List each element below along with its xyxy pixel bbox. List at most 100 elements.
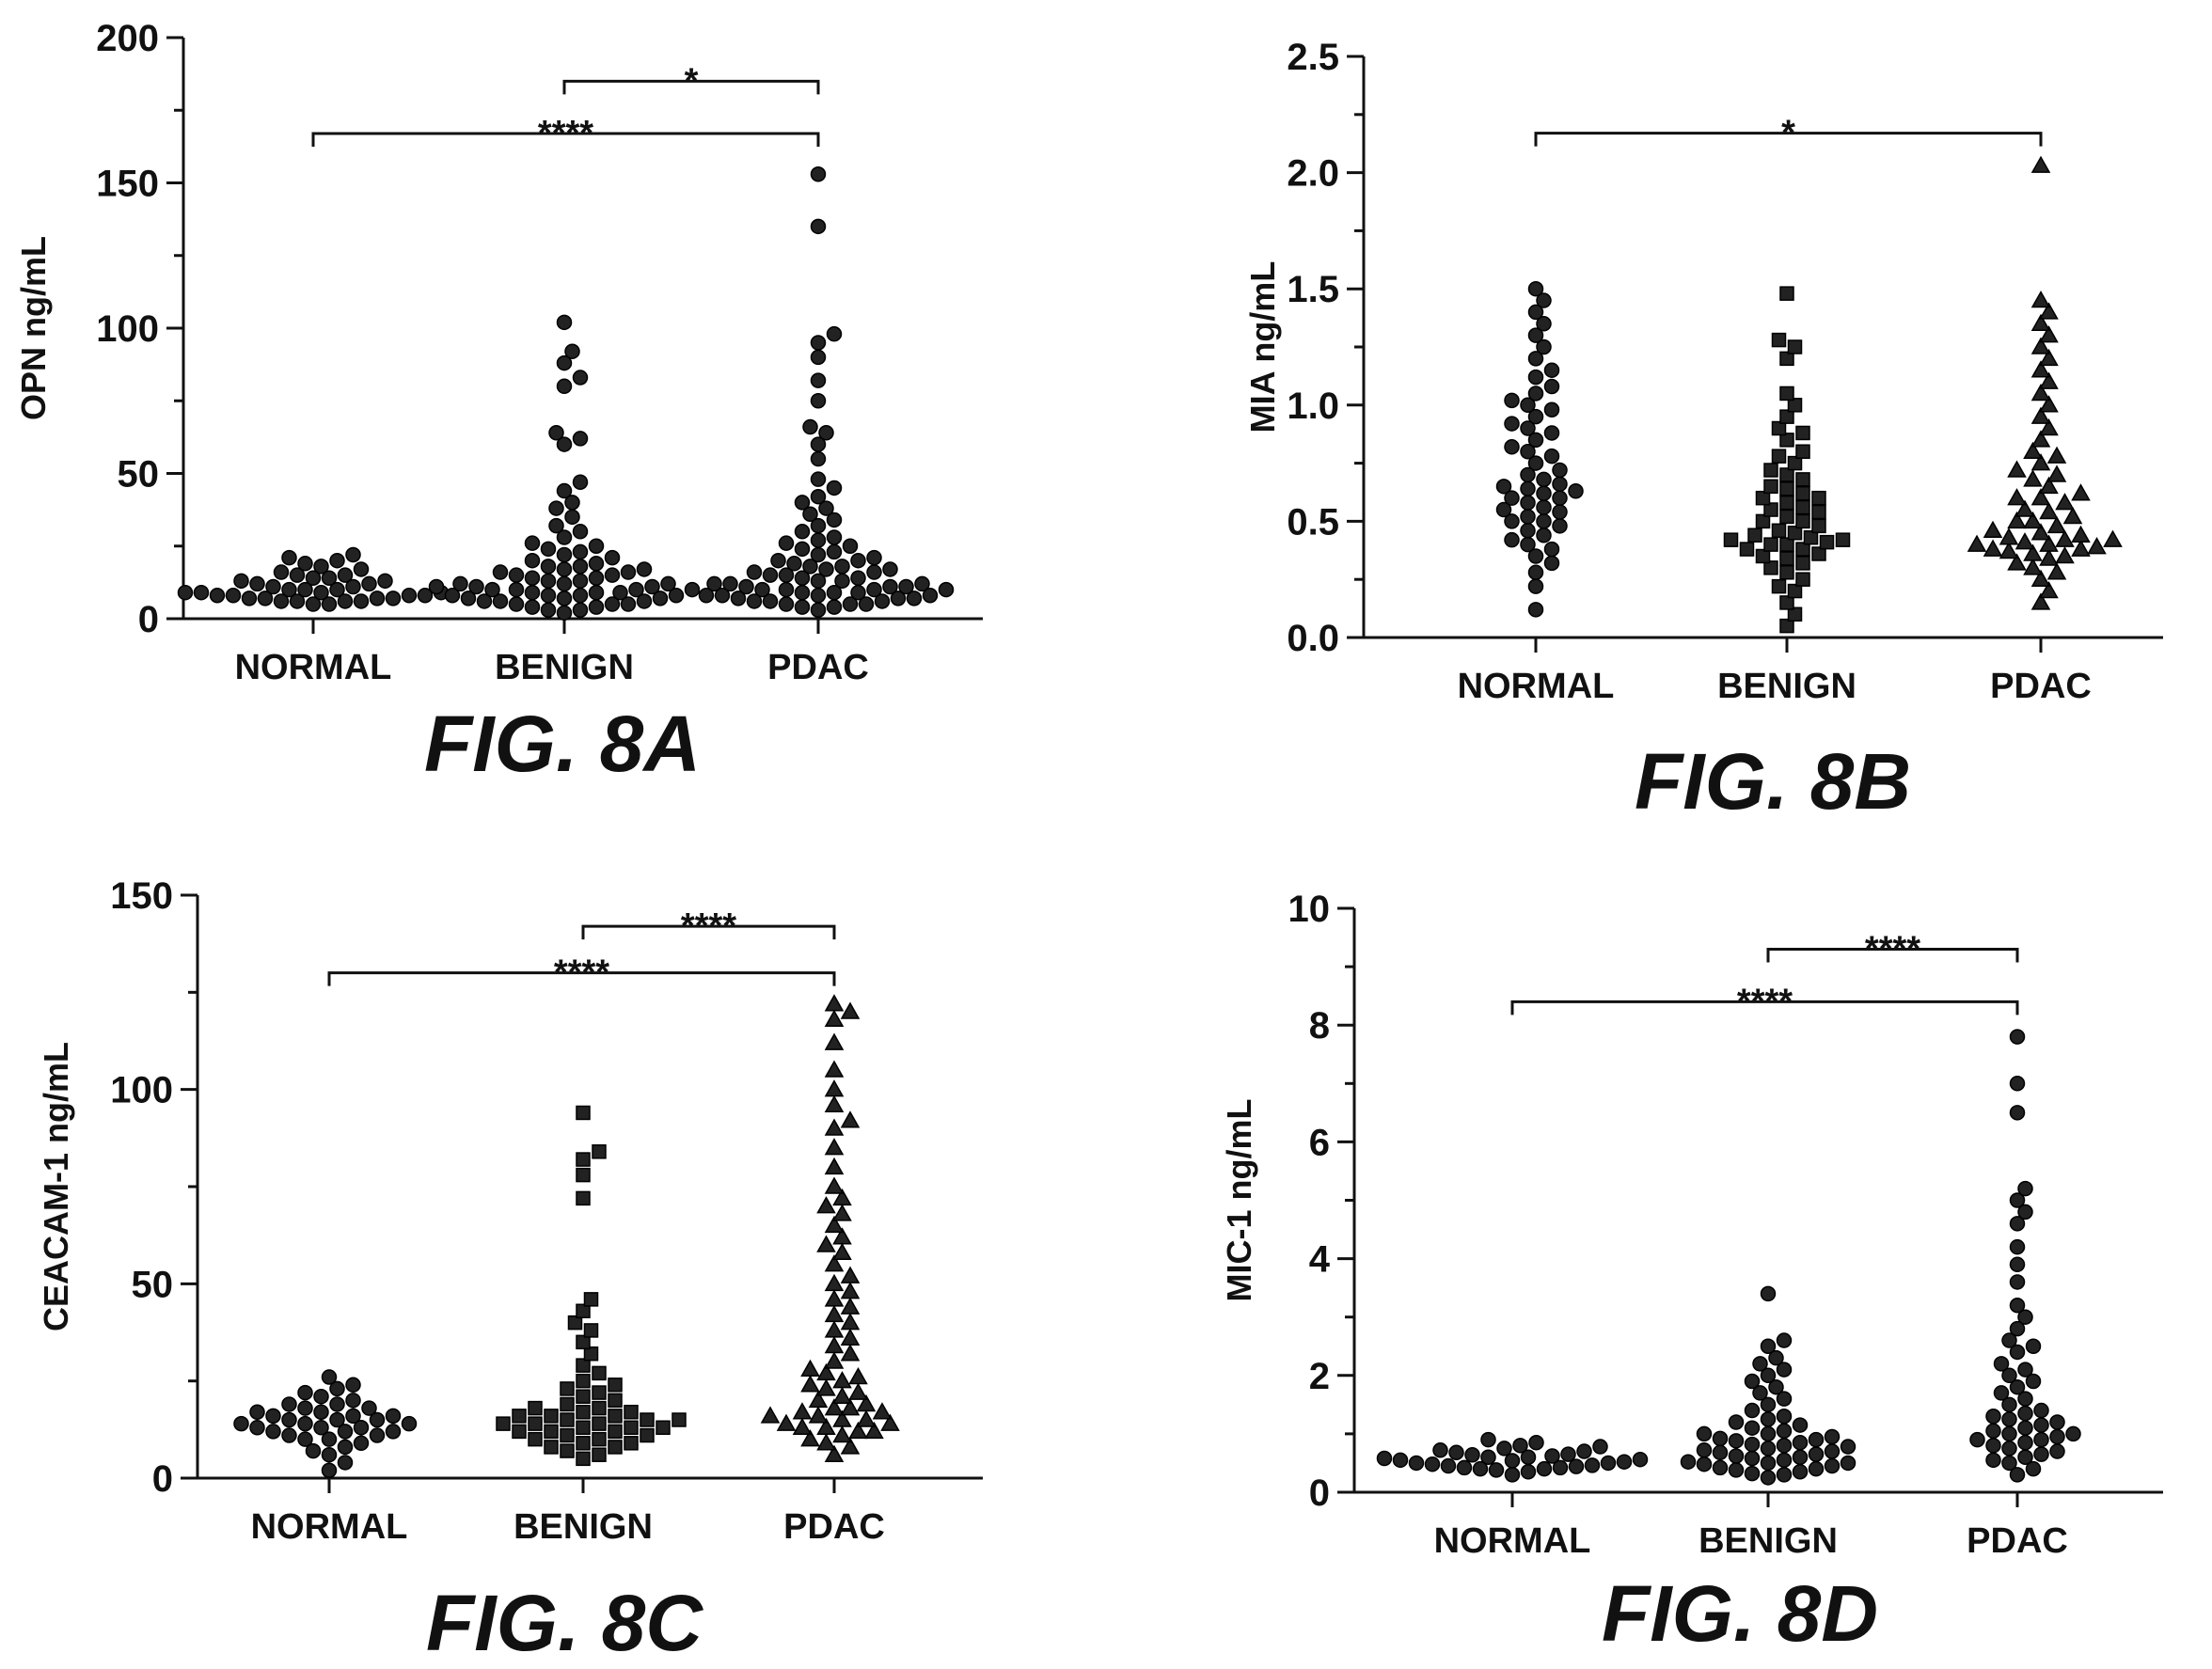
data-point-pdac (2049, 1414, 2065, 1430)
data-point-pdac (2009, 1238, 2026, 1255)
data-point-pdac (848, 1367, 868, 1385)
data-point-benign (1712, 1459, 1729, 1476)
data-point-pdac (818, 561, 834, 577)
data-point-normal (385, 1424, 402, 1440)
data-point-pdac (824, 1335, 845, 1354)
data-point-pdac (824, 1215, 845, 1234)
y-tick-label: 0 (138, 599, 159, 640)
data-point-benign (636, 561, 653, 577)
data-point-benign (1787, 583, 1803, 599)
data-point-pdac (778, 567, 795, 583)
data-point-normal (1600, 1455, 1617, 1472)
data-point-benign (1760, 1411, 1777, 1427)
significance-bracket (562, 79, 820, 95)
data-point-pdac (824, 1032, 845, 1050)
data-point-normal (1520, 1449, 1537, 1465)
data-point-normal (297, 1431, 313, 1447)
data-point-pdac (906, 590, 923, 606)
data-point-normal (337, 1455, 354, 1471)
data-point-benign (1795, 444, 1810, 459)
data-point-normal (1568, 1458, 1585, 1474)
data-point-pdac (2033, 1431, 2049, 1448)
data-point-normal (1527, 386, 1544, 402)
data-point-pdac (2039, 476, 2059, 495)
y-axis-title: CEACAM-1 ng/mL (37, 1042, 75, 1331)
data-point-pdac (2055, 529, 2075, 547)
data-point-pdac (826, 599, 843, 615)
y-tick-label: 0.5 (1287, 501, 1339, 543)
data-point-pdac (2023, 558, 2043, 575)
data-point-normal (329, 1396, 345, 1412)
data-point-normal (1520, 480, 1536, 497)
data-point-benign (1712, 1444, 1729, 1461)
data-point-benign (540, 559, 557, 575)
data-point-benign (1696, 1456, 1713, 1472)
data-point-pdac (2009, 1216, 2026, 1232)
data-point-pdac (848, 1382, 868, 1400)
data-point-pdac (746, 564, 763, 580)
data-point-pdac (816, 1196, 836, 1214)
data-point-pdac (802, 418, 818, 435)
data-point-pdac (2007, 511, 2027, 529)
data-point-pdac (2007, 553, 2027, 571)
data-point-pdac (2062, 506, 2083, 525)
data-point-benign (608, 1440, 623, 1455)
data-point-pdac (2030, 523, 2051, 541)
panel-fig-8b: 0.0 0.5 1.0 1.5 2.0 2.5 NORMAL BENIGN PDAC MIA ng… (1243, 37, 2163, 826)
data-point-normal (1488, 1462, 1505, 1478)
data-point-benign (684, 581, 701, 598)
data-point-pdac (832, 1371, 852, 1389)
data-point-pdac (824, 1009, 845, 1028)
significance-bracket (581, 924, 836, 940)
data-point-pdac (778, 581, 795, 598)
y-tick-label: 2 (1309, 1356, 1330, 1397)
data-point-pdac (882, 578, 898, 595)
data-point-benign (1779, 509, 1794, 525)
y-tick-label: 6 (1309, 1122, 1330, 1163)
data-point-pdac (794, 524, 811, 540)
x-category-label-pdac: PDAC (1990, 667, 2092, 706)
data-point-pdac (2017, 1204, 2033, 1220)
data-point-pdac (2046, 464, 2067, 482)
data-point-pdac (826, 325, 843, 342)
data-point-pdac (794, 495, 811, 511)
data-point-benign (1760, 1285, 1777, 1302)
data-point-normal (1536, 485, 1552, 501)
data-point-normal (273, 564, 290, 580)
data-point-pdac (2001, 1367, 2017, 1384)
data-point-normal (1536, 316, 1552, 332)
data-point-pdac (824, 1254, 845, 1272)
data-point-pdac (794, 541, 811, 558)
data-point-normal (1527, 602, 1544, 618)
data-point-benign (528, 1416, 543, 1431)
data-point-normal (1536, 499, 1552, 515)
data-point-benign (1808, 1446, 1825, 1462)
data-point-pdac (810, 450, 827, 467)
data-point-pdac (824, 1060, 845, 1078)
data-point-pdac (810, 573, 827, 590)
data-point-normal (345, 1377, 361, 1393)
data-point-normal (265, 578, 281, 595)
data-point-benign (612, 584, 628, 601)
data-point-benign (628, 581, 644, 598)
data-point-pdac (2023, 469, 2043, 487)
data-point-normal (1496, 1441, 1512, 1456)
y-tick-label: 150 (96, 164, 159, 205)
data-point-benign (588, 584, 605, 601)
data-point-benign (556, 482, 573, 499)
data-point-benign (560, 1412, 575, 1427)
data-point-pdac (2017, 1434, 2033, 1451)
data-point-benign (1771, 578, 1787, 594)
data-point-benign (1696, 1425, 1713, 1442)
data-point-benign (524, 599, 541, 615)
data-point-pdac (2014, 532, 2035, 550)
data-point-benign (1744, 1465, 1761, 1482)
data-point-pdac (816, 1417, 836, 1436)
data-point-pdac (810, 436, 827, 452)
y-tick-label: 10 (1288, 889, 1331, 930)
data-point-benign (548, 517, 564, 534)
data-point-pdac (2009, 1274, 2026, 1290)
data-point-pdac (850, 570, 866, 586)
data-point-normal (337, 1424, 354, 1440)
data-point-normal (313, 1404, 329, 1420)
